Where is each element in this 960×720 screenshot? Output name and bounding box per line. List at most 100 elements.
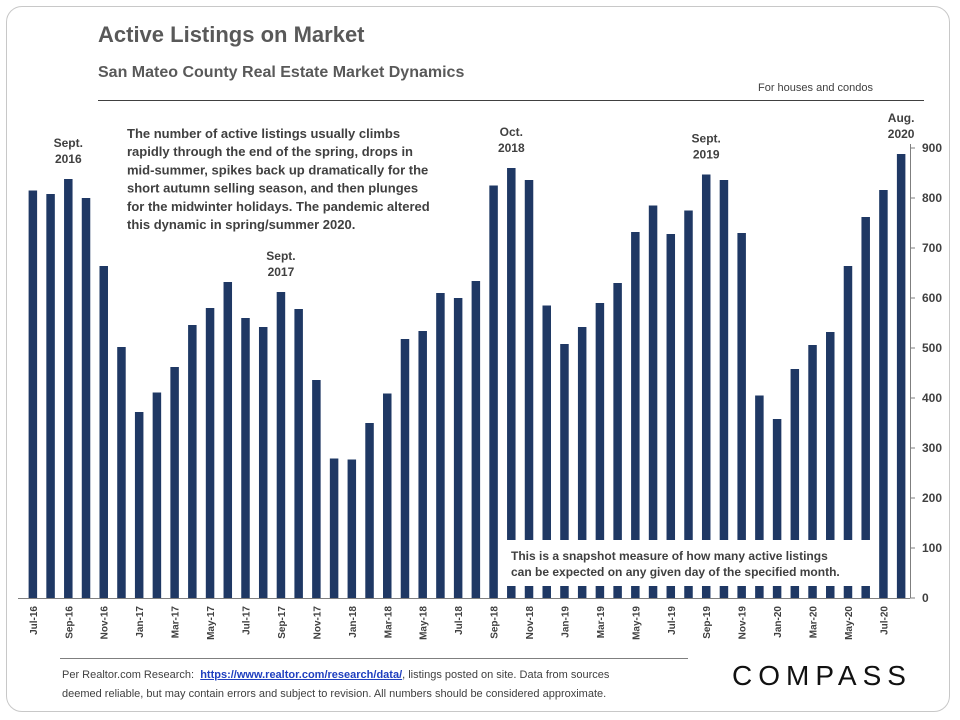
bar-Jun-17 [223,282,233,598]
x-tick-label: Mar-20 [809,606,820,639]
x-tick-label: Sep-18 [490,606,501,639]
x-tick-label: Mar-18 [383,606,394,639]
bar-Jun-19 [648,205,658,598]
main-annotation-line: short autumn selling season, and then pl… [127,181,418,196]
chart-title: Active Listings on Market [98,22,365,47]
scope-note: For houses and condos [758,82,873,94]
x-tick-label: May-18 [419,606,430,640]
bar-Dec-18 [542,305,551,598]
bar-Sep-18 [489,185,498,598]
bar-Jan-18 [347,459,357,598]
main-annotation-line: The number of active listings usually cl… [127,126,400,141]
footer-line-1: Per Realtor.com Research: https://www.re… [62,666,702,685]
peak-label-line2: 2019 [693,148,720,162]
x-tick-label: Jul-17 [242,606,253,635]
x-tick-label: May-17 [206,606,217,640]
footer-prefix: Per Realtor.com Research: [62,669,195,681]
bar-May-18 [418,331,427,598]
snapshot-annotation: This is a snapshot measure of how many a… [511,549,840,579]
bar-Apr-19 [613,283,622,598]
bar-May-20 [843,266,853,598]
bar-Nov-16 [99,266,108,598]
bar-Aug-16 [46,194,55,598]
bar-May-17 [205,308,215,598]
bar-Jan-17 [134,412,144,598]
peak-label-line2: 2016 [55,152,82,166]
x-tick-label: Nov-18 [525,606,536,640]
bar-Jul-20 [879,190,888,598]
x-tick-label: Mar-19 [596,606,607,639]
bar-Nov-17 [312,380,321,598]
bar-Jul-19 [666,234,676,598]
peak-label-line1: Sept. [54,136,83,150]
peak-label-line1: Oct. [500,125,523,139]
bar-Jan-19 [560,344,569,598]
bar-Mar-17 [170,367,179,598]
bar-Mar-19 [595,303,605,598]
bar-Aug-19 [684,210,693,598]
snapshot-annotation-line: can be expected on any given day of the … [511,565,840,579]
x-tick-label: May-19 [631,606,642,640]
y-tick-label: 500 [922,341,942,355]
source-link[interactable]: https://www.realtor.com/research/data/ [200,669,403,681]
bar-Apr-17 [188,325,197,598]
x-tick-label: Sep-16 [64,606,75,639]
main-annotation-line: this dynamic in spring/summer 2020. [127,217,355,232]
bar-Apr-20 [826,332,835,598]
bar-Oct-18 [507,168,516,598]
y-tick-label: 600 [922,291,942,305]
compass-logo: COMPASS [732,660,912,691]
bar-Jul-16 [28,190,38,598]
bar-Apr-18 [400,339,410,598]
footer-line-2: deemed reliable, but may contain errors … [62,688,607,700]
bar-Jun-20 [861,217,870,598]
peak-label-line1: Sept. [692,132,721,146]
peak-label-line1: Aug. [888,111,915,125]
x-tick-label: May-20 [844,606,855,640]
main-annotation-line: for the midwinter holidays. The pandemic… [127,199,430,214]
bar-Feb-19 [577,327,587,598]
y-tick-label: 100 [922,541,942,555]
x-tick-label: Nov-17 [312,606,323,640]
main-annotation: The number of active listings usually cl… [127,126,430,232]
bar-Jan-20 [772,419,782,598]
bar-Mar-18 [383,393,392,598]
header-rule [98,100,924,101]
bar-Nov-18 [524,180,534,598]
bar-Aug-20 [896,154,906,598]
y-tick-label: 900 [922,141,942,155]
bar-Oct-17 [294,309,303,598]
footer-suffix: , listings posted on site. Data from sou… [402,669,610,681]
bar-Oct-19 [719,180,729,598]
x-tick-label: Jul-19 [667,606,678,635]
bar-Mar-20 [808,345,817,598]
source-footer: Per Realtor.com Research: https://www.re… [62,666,702,704]
bar-Sep-17 [276,292,286,598]
x-tick-label: Nov-16 [100,606,111,640]
bar-Feb-18 [365,423,374,598]
bar-Sep-16 [64,179,73,598]
x-tick-label: Sep-19 [702,606,713,639]
y-tick-label: 700 [922,241,942,255]
y-tick-label: 0 [922,591,929,605]
bar-Aug-18 [471,281,481,598]
main-annotation-line: rapidly through the end of the spring, d… [127,144,413,159]
y-tick-label: 200 [922,491,942,505]
footer-rule [60,658,688,659]
bar-Jul-17 [241,318,250,598]
x-tick-label: Jul-16 [29,606,40,635]
x-tick-label: Jan-20 [773,606,784,638]
x-tick-label: Mar-17 [171,606,182,639]
snapshot-background [506,540,870,586]
bar-Dec-19 [755,395,764,598]
annotation-background [122,120,466,238]
x-tick-label: Jul-20 [879,606,890,635]
peak-label-line1: Sept. [266,249,295,263]
peak-label-line2: 2017 [268,265,295,279]
bar-Sep-19 [701,174,711,598]
peak-label-line2: 2018 [498,141,525,155]
bar-Feb-20 [790,369,800,598]
y-tick-label: 800 [922,191,942,205]
peak-label-line2: 2020 [888,127,915,141]
